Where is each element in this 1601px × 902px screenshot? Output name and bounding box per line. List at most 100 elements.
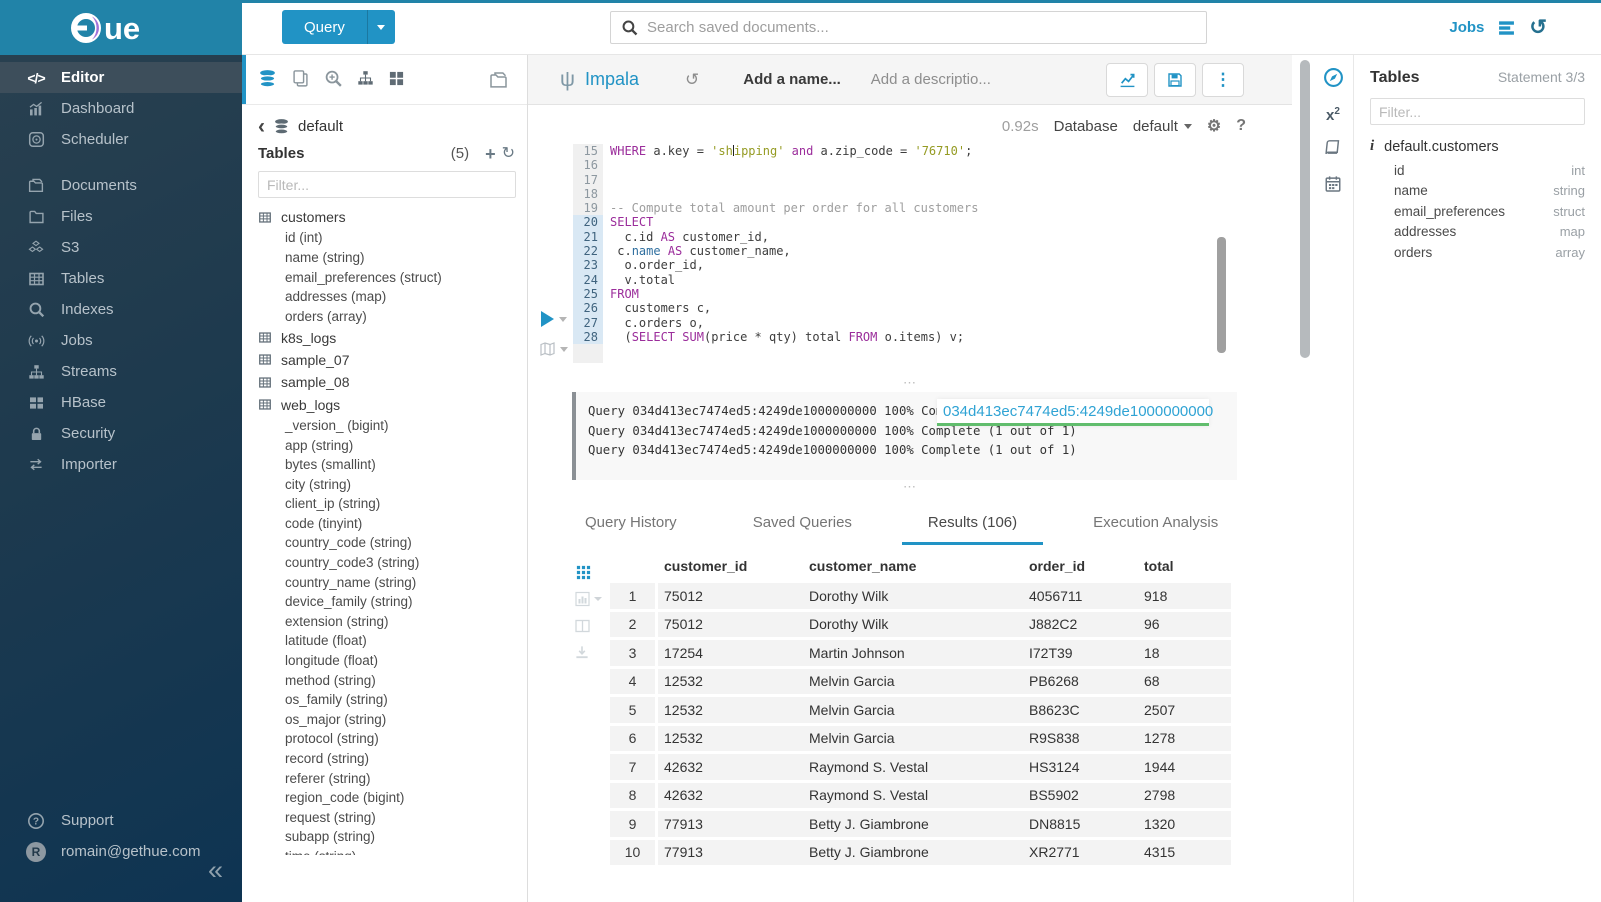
result-cell[interactable]: Betty J. Giambrone xyxy=(803,811,1023,840)
sidebar-item-dashboard[interactable]: Dashboard xyxy=(0,93,242,124)
column-header-total[interactable]: total xyxy=(1138,550,1231,583)
help-icon[interactable]: ? xyxy=(1236,117,1246,134)
column-item[interactable]: bytes (smallint) xyxy=(285,457,376,473)
copy-documents-icon[interactable] xyxy=(291,69,310,91)
row-number-cell[interactable]: 3 xyxy=(610,640,658,669)
left-panel-filter-input[interactable] xyxy=(258,171,516,198)
column-item[interactable]: name (string) xyxy=(285,249,365,265)
result-cell[interactable]: 12532 xyxy=(658,697,803,726)
sitemap-icon[interactable] xyxy=(357,70,374,89)
folder-open-icon[interactable] xyxy=(488,70,509,90)
superscript-icon[interactable]: x2 xyxy=(1326,106,1340,124)
chart-button[interactable] xyxy=(1106,62,1148,97)
result-cell[interactable]: I72T39 xyxy=(1023,640,1138,669)
result-cell[interactable]: 77913 xyxy=(658,811,803,840)
bar-chart-icon[interactable] xyxy=(574,591,610,607)
sidebar-item-streams[interactable]: Streams xyxy=(0,356,242,387)
result-row[interactable]: 9 77913 Betty J. Giambrone DN8815 1320 xyxy=(610,811,1231,840)
query-description-field[interactable]: Add a descriptio... xyxy=(870,71,991,88)
column-item[interactable]: app (string) xyxy=(285,437,354,453)
result-cell[interactable]: 42632 xyxy=(658,782,803,811)
grid-3x3-icon[interactable] xyxy=(574,564,610,580)
column-item[interactable]: request (string) xyxy=(285,809,376,825)
sidebar-item-hbase[interactable]: HBase xyxy=(0,387,242,418)
column-row-name[interactable]: name string xyxy=(1370,181,1585,202)
result-cell[interactable]: PB6268 xyxy=(1023,668,1138,697)
column-item[interactable]: longitude (float) xyxy=(285,653,379,669)
database-name[interactable]: default xyxy=(298,118,344,135)
column-header-order-id[interactable]: order_id xyxy=(1023,550,1138,583)
column-item[interactable]: subapp (string) xyxy=(285,829,376,845)
result-cell[interactable]: 75012 xyxy=(658,611,803,640)
sidebar-item-support[interactable]: ? Support xyxy=(0,805,242,836)
row-number-cell[interactable]: 1 xyxy=(610,583,658,612)
sidebar-item-security[interactable]: Security xyxy=(0,418,242,449)
hue-logo[interactable]: ue xyxy=(0,0,242,55)
refresh-icon[interactable]: ↻ xyxy=(501,144,515,162)
sidebar-item-tables[interactable]: Tables xyxy=(0,263,242,294)
query-name-field[interactable]: Add a name... xyxy=(743,71,841,88)
result-cell[interactable]: 1944 xyxy=(1138,754,1231,783)
execute-button[interactable] xyxy=(541,311,567,327)
column-item[interactable]: orders (array) xyxy=(285,308,367,324)
result-cell[interactable]: 17254 xyxy=(658,640,803,669)
column-row-orders[interactable]: orders array xyxy=(1370,242,1585,263)
column-item[interactable]: country_name (string) xyxy=(285,574,417,590)
database-selector[interactable]: default xyxy=(1133,118,1192,135)
column-item[interactable]: method (string) xyxy=(285,672,376,688)
result-cell[interactable]: 918 xyxy=(1138,583,1231,612)
book-icon[interactable] xyxy=(1324,139,1342,160)
result-cell[interactable]: Raymond S. Vestal xyxy=(803,782,1023,811)
result-cell[interactable]: 77913 xyxy=(658,839,803,868)
engine-name[interactable]: Impala xyxy=(584,69,640,89)
sidebar-item-jobs[interactable]: Jobs xyxy=(0,325,242,356)
add-table-icon[interactable]: + xyxy=(485,143,496,164)
column-header-customer-name[interactable]: customer_name xyxy=(803,550,1023,583)
result-row[interactable]: 7 42632 Raymond S. Vestal HS3124 1944 xyxy=(610,754,1231,783)
column-item[interactable]: time (string) xyxy=(258,847,527,855)
tab-execution-analysis[interactable]: Execution Analysis xyxy=(1093,514,1219,531)
column-item[interactable]: country_code3 (string) xyxy=(285,555,420,571)
result-cell[interactable]: R9S838 xyxy=(1023,725,1138,754)
row-number-cell[interactable]: 8 xyxy=(610,782,658,811)
column-item[interactable]: record (string) xyxy=(285,751,370,767)
code-area[interactable]: 15 WHERE a.key = 'shipping' and a.zip_cod… xyxy=(573,144,1292,364)
info-icon[interactable]: i xyxy=(1370,138,1375,154)
result-cell[interactable]: B8623C xyxy=(1023,697,1138,726)
result-cell[interactable]: 42632 xyxy=(658,754,803,783)
result-cell[interactable]: XR2771 xyxy=(1023,839,1138,868)
result-cell[interactable]: Dorothy Wilk xyxy=(803,611,1023,640)
column-item[interactable]: region_code (bigint) xyxy=(285,790,405,806)
resize-handle[interactable]: ⋯ xyxy=(903,479,917,494)
result-cell[interactable]: Dorothy Wilk xyxy=(803,583,1023,612)
column-header-customer-id[interactable]: customer_id xyxy=(658,550,803,583)
tab-query-history[interactable]: Query History xyxy=(585,514,677,531)
column-item[interactable]: client_ip (string) xyxy=(285,496,381,512)
table-item-k8s-logs[interactable]: k8s_logs xyxy=(258,326,527,348)
result-cell[interactable]: 68 xyxy=(1138,668,1231,697)
result-cell[interactable]: Melvin Garcia xyxy=(803,725,1023,754)
result-cell[interactable]: 4315 xyxy=(1138,839,1231,868)
result-cell[interactable]: J882C2 xyxy=(1023,611,1138,640)
column-item[interactable]: latitude (float) xyxy=(285,633,367,649)
result-row[interactable]: 10 77913 Betty J. Giambrone XR2771 4315 xyxy=(610,839,1231,868)
result-row[interactable]: 1 75012 Dorothy Wilk 4056711 918 xyxy=(610,583,1231,612)
result-cell[interactable]: Raymond S. Vestal xyxy=(803,754,1023,783)
column-row-email-preferences[interactable]: email_preferences struct xyxy=(1370,201,1585,222)
result-cell[interactable]: 75012 xyxy=(658,583,803,612)
column-item[interactable]: device_family (string) xyxy=(285,594,413,610)
column-item[interactable]: os_family (string) xyxy=(285,692,388,708)
result-cell[interactable]: Melvin Garcia xyxy=(803,697,1023,726)
gear-icon[interactable]: ⚙ xyxy=(1206,118,1222,135)
grid-2x2-icon[interactable] xyxy=(388,70,405,90)
search-plus-icon[interactable] xyxy=(324,69,343,91)
row-number-cell[interactable]: 7 xyxy=(610,754,658,783)
jobs-list-icon[interactable] xyxy=(1497,19,1516,36)
result-cell[interactable]: 2507 xyxy=(1138,697,1231,726)
sidebar-collapse-button[interactable]: « xyxy=(208,857,223,884)
column-item[interactable]: code (tinyint) xyxy=(285,515,363,531)
column-item[interactable]: referer (string) xyxy=(285,770,371,786)
sql-editor[interactable]: 0.92s Database default ⚙ ? 15 WHERE a.key… xyxy=(528,105,1292,378)
result-cell[interactable]: DN8815 xyxy=(1023,811,1138,840)
result-cell[interactable]: 1320 xyxy=(1138,811,1231,840)
